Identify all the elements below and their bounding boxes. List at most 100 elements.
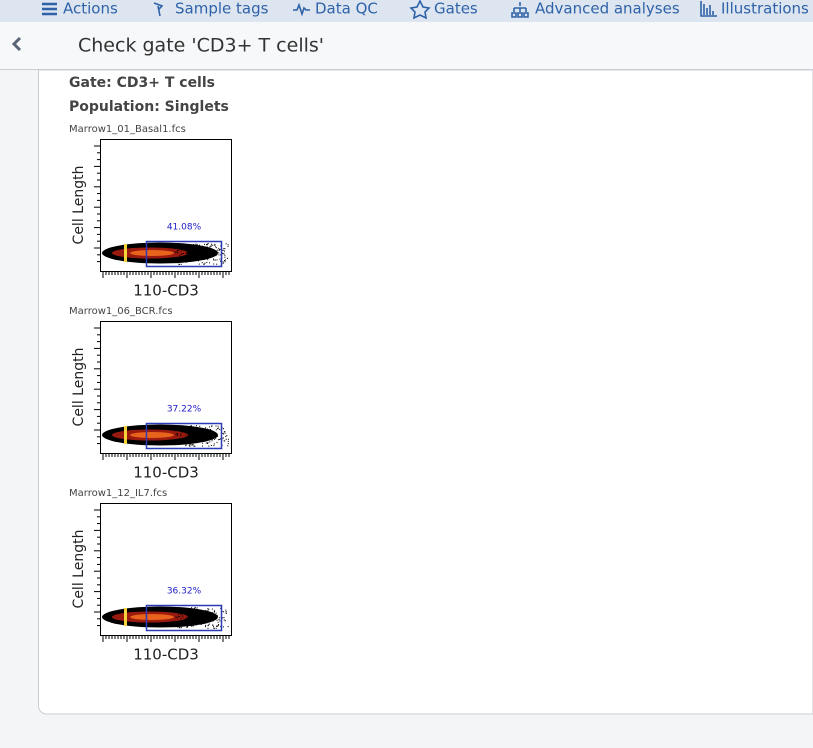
event-dot xyxy=(220,438,221,440)
nav-item[interactable]: Gates xyxy=(409,0,478,20)
event-dot xyxy=(210,444,212,446)
event-dot xyxy=(183,622,184,624)
event-dot xyxy=(223,440,225,442)
event-dot xyxy=(211,243,212,245)
event-dot xyxy=(181,623,183,625)
event-dot xyxy=(219,439,221,440)
event-dot xyxy=(192,427,194,429)
nav-label[interactable]: Actions xyxy=(63,0,118,18)
event-dot xyxy=(203,614,205,616)
plot: Marrow1_12_IL7.fcs 36.32% Cell Length 110-C… xyxy=(69,488,232,664)
event-dot xyxy=(211,608,213,610)
nav-label[interactable]: Data QC xyxy=(315,0,378,18)
event-dot xyxy=(224,260,225,261)
x-axis-label: 110-CD3 xyxy=(133,646,199,664)
event-dot xyxy=(195,624,197,626)
event-dot xyxy=(200,427,201,429)
plots: Marrow1_01_Basal1.fcs 41.08% Cell Length 11… xyxy=(69,124,232,664)
event-dot xyxy=(211,616,213,618)
event-dot xyxy=(218,252,220,254)
event-dot xyxy=(181,431,183,433)
event-dot xyxy=(222,249,224,251)
event-dot xyxy=(209,262,211,264)
event-dot xyxy=(183,428,185,430)
event-dot xyxy=(215,252,217,254)
event-dot xyxy=(217,439,219,441)
density-inner xyxy=(130,250,174,256)
event-dot xyxy=(183,252,184,254)
event-dot xyxy=(178,440,180,441)
event-dot xyxy=(208,608,210,610)
back-button[interactable] xyxy=(11,36,22,52)
event-dot xyxy=(209,436,211,438)
event-dot xyxy=(217,435,218,437)
event-dot xyxy=(223,433,224,435)
event-dot xyxy=(202,621,204,623)
y-axis-label: Cell Length xyxy=(71,530,87,609)
event-dot xyxy=(202,623,204,625)
event-dot xyxy=(227,443,229,445)
event-dot xyxy=(212,244,214,246)
event-dot xyxy=(219,248,221,250)
event-dot xyxy=(178,255,180,257)
event-dot xyxy=(200,251,202,253)
event-dot xyxy=(187,244,189,246)
event-dot xyxy=(219,258,221,260)
nav-label[interactable]: Gates xyxy=(434,0,478,18)
nav-label[interactable]: Illustrations xyxy=(721,0,809,18)
event-dot xyxy=(181,429,183,431)
event-dot xyxy=(227,257,228,259)
event-dot xyxy=(224,620,226,622)
event-dot xyxy=(198,615,200,617)
nav-item[interactable]: Illustrations xyxy=(700,0,809,18)
population-label: Population: Singlets xyxy=(69,99,229,115)
event-dot xyxy=(205,254,207,256)
event-dot xyxy=(210,616,212,618)
event-dot xyxy=(198,260,199,262)
nav-item[interactable]: Data QC xyxy=(293,0,378,18)
nav-item[interactable]: Sample tags xyxy=(153,0,269,18)
nav-item[interactable]: Actions xyxy=(42,0,118,18)
event-dot xyxy=(203,263,205,265)
event-dot xyxy=(215,612,217,614)
event-dot xyxy=(219,428,221,430)
event-dot xyxy=(190,426,192,428)
event-dot xyxy=(208,434,209,436)
event-dot xyxy=(185,618,187,620)
event-dot xyxy=(175,251,177,253)
event-dot xyxy=(219,617,221,619)
event-dot xyxy=(206,246,208,248)
event-dot xyxy=(181,609,183,611)
event-dot xyxy=(180,618,182,620)
event-dot xyxy=(208,257,210,259)
nav-label[interactable]: Sample tags xyxy=(175,0,269,18)
event-dot xyxy=(198,427,200,429)
event-dot xyxy=(210,432,212,434)
event-dot xyxy=(214,610,216,612)
event-dot xyxy=(196,613,198,615)
event-dot xyxy=(192,436,194,438)
nav-label[interactable]: Advanced analyses xyxy=(535,0,680,18)
header-bar xyxy=(0,22,813,70)
event-dot xyxy=(190,444,192,446)
event-dot xyxy=(204,243,205,245)
event-dot xyxy=(196,607,198,609)
event-dot xyxy=(188,624,190,626)
event-dot xyxy=(180,248,181,250)
event-dot xyxy=(195,609,197,611)
gate-percent: 36.32% xyxy=(167,587,202,597)
event-dot xyxy=(195,433,197,434)
event-dot xyxy=(209,426,210,428)
event-dot xyxy=(185,620,187,622)
file-name: Marrow1_01_Basal1.fcs xyxy=(69,124,186,135)
event-dot xyxy=(180,430,182,432)
event-dot xyxy=(210,434,212,436)
nav-item[interactable]: Advanced analyses xyxy=(511,0,680,18)
event-dot xyxy=(206,622,208,624)
event-dot xyxy=(210,614,212,616)
event-dot xyxy=(194,253,196,255)
event-dot xyxy=(179,609,181,611)
event-dot xyxy=(192,625,194,627)
event-dot xyxy=(190,259,191,261)
event-dot xyxy=(213,259,215,261)
